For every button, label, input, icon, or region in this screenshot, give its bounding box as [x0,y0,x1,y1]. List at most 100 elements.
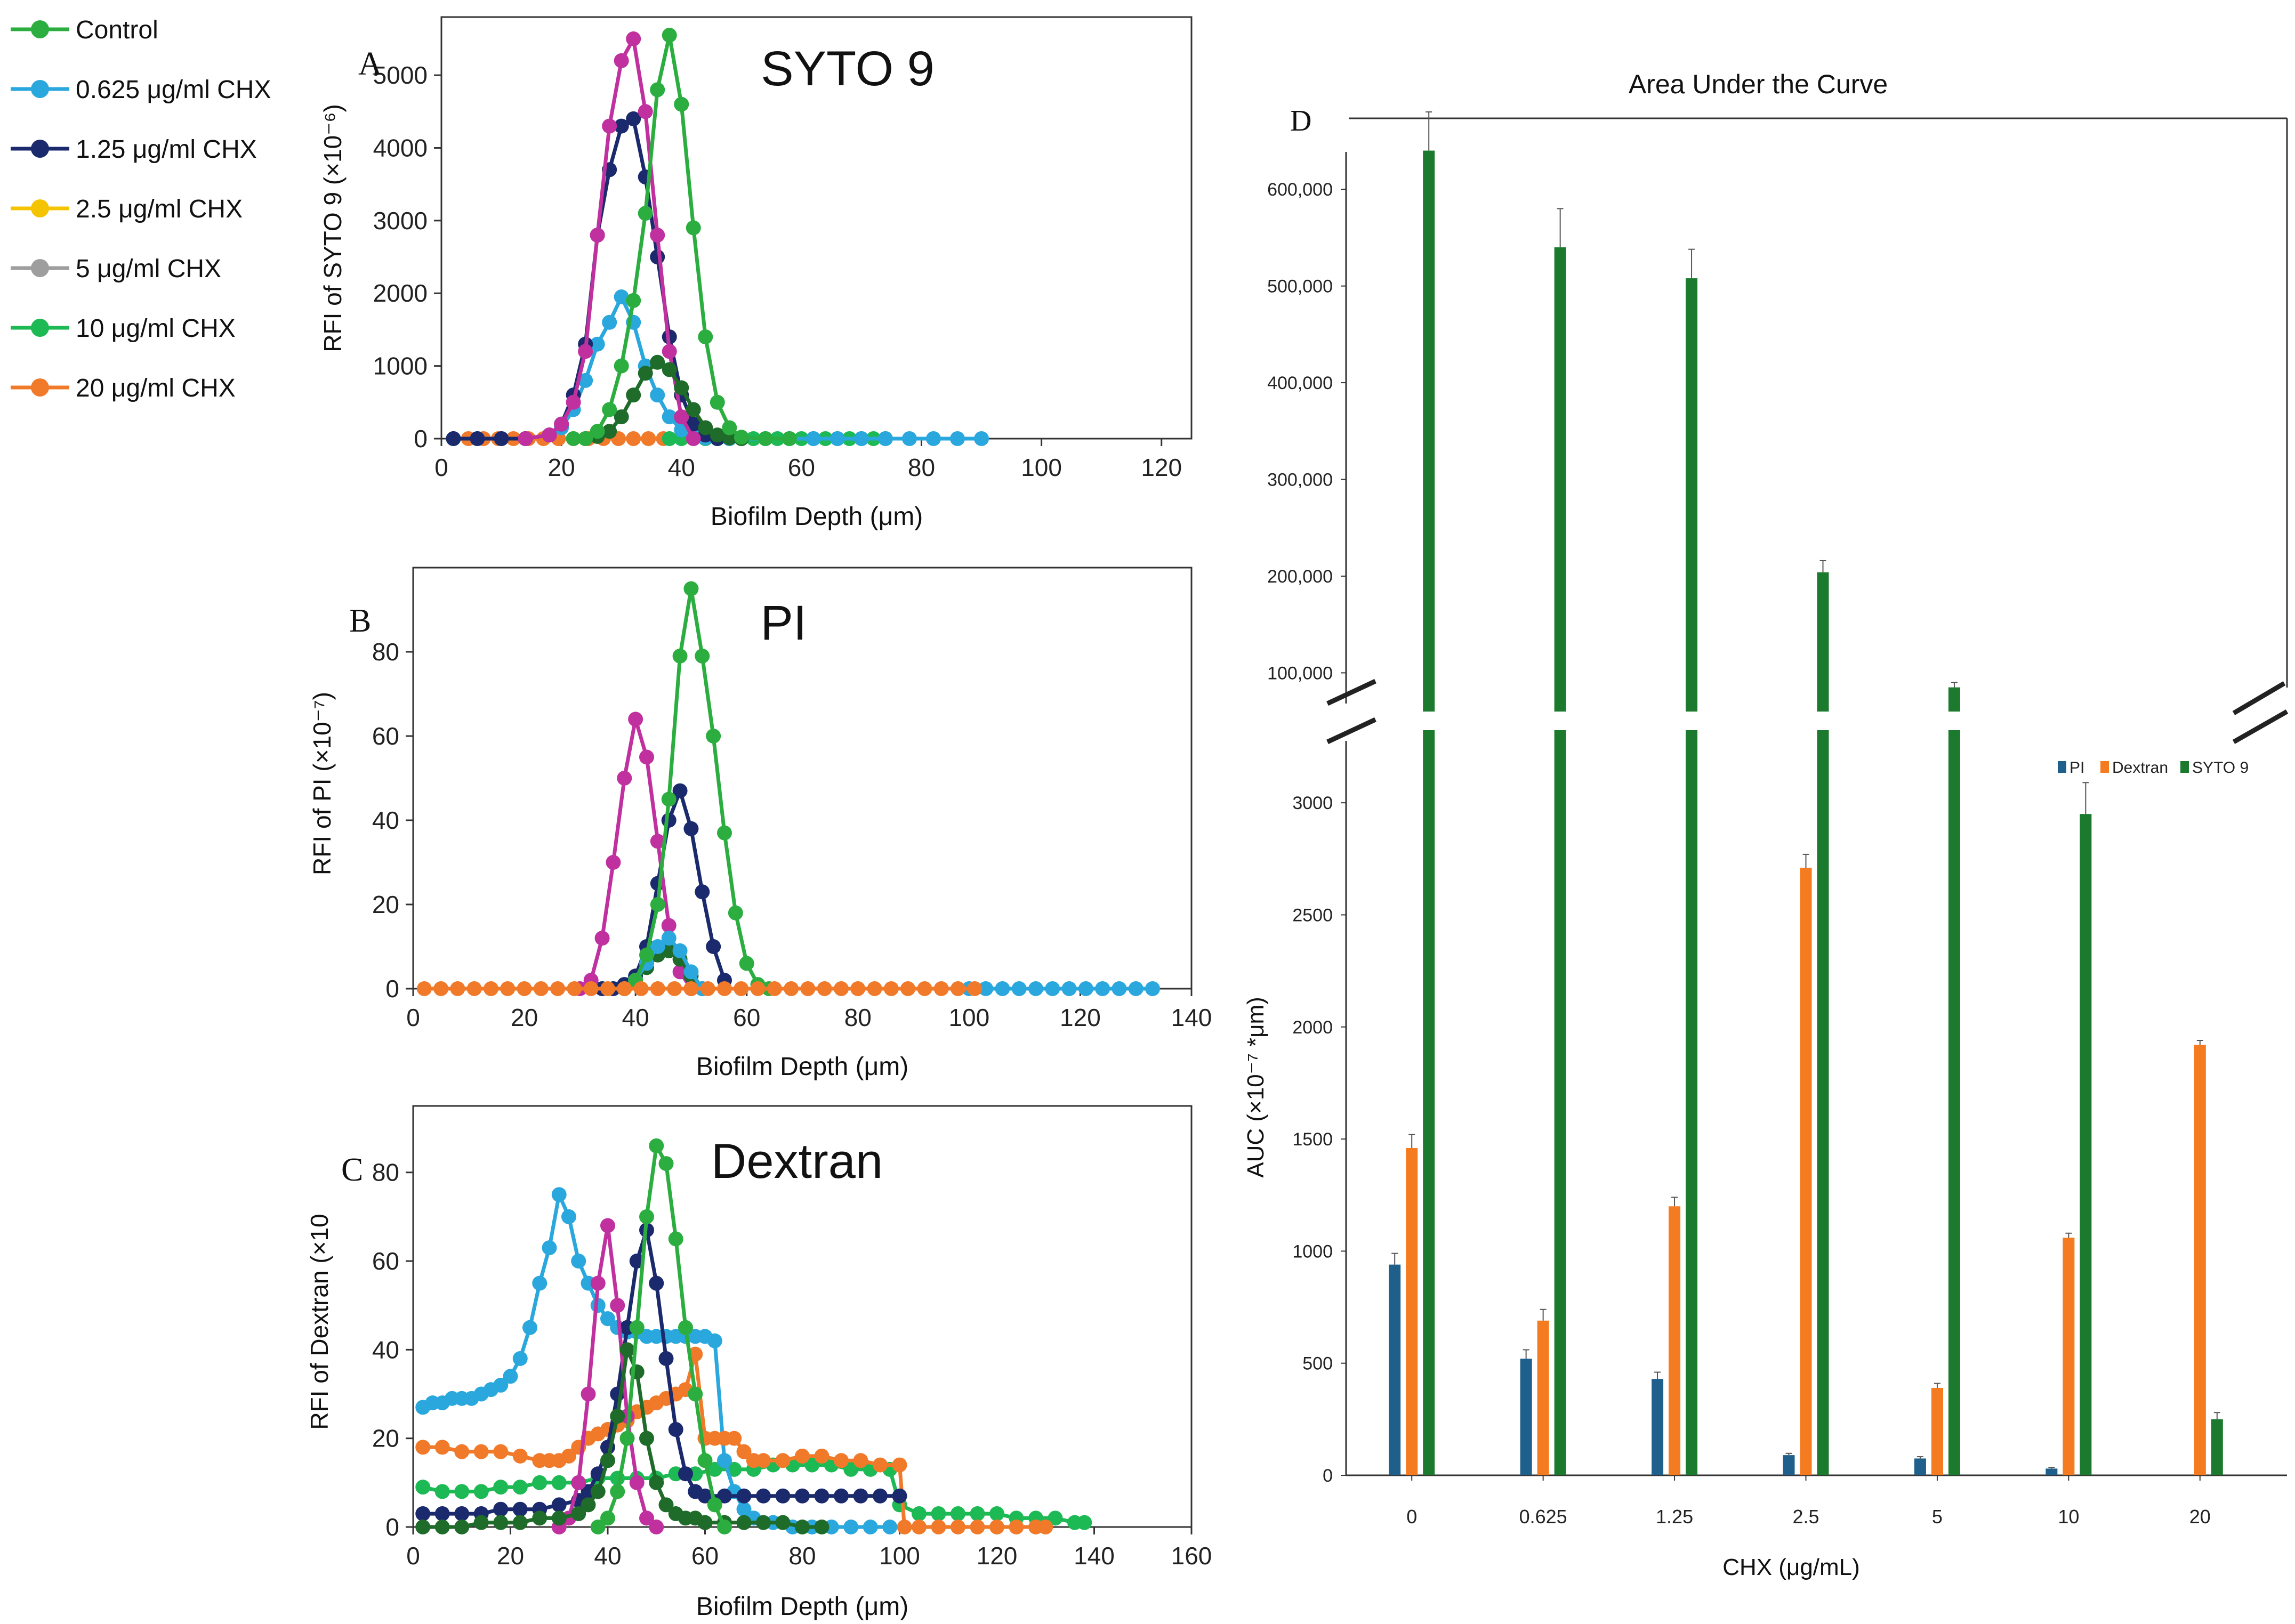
data-point [967,981,983,996]
x-axis-label: CHX (μg/mL) [1722,1554,1860,1580]
data-point [672,943,688,958]
data-point [614,409,629,425]
data-point [606,855,621,870]
x-tick-label: 140 [1171,1004,1212,1031]
data-point [736,1444,752,1459]
bar-upper-segment [1948,687,1960,712]
data-point [668,1231,683,1247]
data-point [674,96,689,112]
data-point [484,981,498,996]
data-point [639,1510,654,1526]
data-point [707,1333,722,1348]
data-point [566,394,581,410]
data-point [466,981,482,996]
data-point [834,1453,849,1468]
data-point [706,939,721,954]
legend-label: 0.625 μg/ml CHX [76,76,271,104]
data-point [683,964,699,980]
y-tick-label: 2500 [1292,905,1333,925]
legend: Control 0.625 μg/ml CHX 1.25 μg/ml CHX 2.5 … [11,16,271,402]
y-tick-label: 2000 [1292,1017,1333,1038]
data-point [619,1342,635,1358]
data-point [1011,981,1027,996]
data-point [784,981,799,996]
data-point [970,1506,985,1522]
data-point [594,931,610,946]
bar-group [1406,1134,1418,1475]
data-point [473,1515,489,1530]
bar [2194,1045,2206,1475]
data-point [614,118,629,134]
data-point [610,1409,625,1424]
bar-group [1931,1383,1943,1475]
series-line [518,31,701,446]
data-point [633,981,649,996]
data-point [873,1457,888,1473]
data-point [662,344,677,359]
data-point [503,1369,518,1384]
y-tick-label: 100,000 [1267,663,1333,683]
data-point [542,427,557,443]
data-point [600,1311,615,1327]
bar-upper-segment [1554,247,1566,712]
data-point [512,1480,528,1495]
bar [1520,1359,1532,1475]
x-tick-label: 0.625 [1519,1506,1567,1528]
data-point [806,431,821,446]
data-point [917,981,932,996]
x-tick-label: 20 [2189,1506,2211,1528]
legend-swatch [2180,761,2189,773]
data-point [795,1520,810,1534]
data-point [650,228,665,243]
legend-marker [31,199,49,217]
data-point [415,1440,431,1455]
data-point [571,1475,586,1490]
data-point [1112,981,1127,996]
bar-upper-segment [1423,150,1435,712]
bar-group [2046,1467,2058,1475]
data-point [600,1453,615,1468]
bar [1783,1455,1795,1475]
data-point [512,1351,528,1366]
data-point [897,1520,912,1534]
data-point [814,1520,830,1534]
data-point [590,336,605,352]
x-tick-label: 60 [788,454,815,481]
y-tick-label: 80 [372,1159,399,1186]
data-point [974,431,989,446]
x-tick-label: 80 [844,1004,872,1031]
data-point [551,1475,567,1490]
data-point [775,1488,791,1504]
chart-panel-c: 0 20 40 60 80 100 120 140 160 0 20 40 60 80 Dextran C Bi… [305,1105,1212,1621]
data-point [454,1484,470,1499]
series-line [416,981,983,996]
data-point [834,981,849,996]
data-point [454,1506,470,1522]
data-point [638,206,653,221]
data-point [512,1515,528,1530]
data-point [727,1461,742,1477]
series-line [566,28,797,446]
data-point [756,1515,771,1530]
data-point [518,431,533,446]
data-point [843,1520,859,1534]
data-point [566,431,581,446]
data-point [578,373,593,388]
series-line [415,1187,898,1534]
data-point [434,1440,450,1455]
bar-group [1669,1197,1681,1475]
data-point [853,431,869,446]
data-point [970,1520,985,1534]
data-point [674,380,689,395]
bar [1423,730,1435,1475]
data-point [686,402,701,417]
bar [1406,1148,1418,1475]
data-point [661,791,677,807]
data-point [756,1453,771,1468]
y-tick-label: 600,000 [1267,180,1333,200]
data-point [626,293,641,308]
data-point [578,344,593,359]
legend-marker [31,378,49,397]
data-point [512,1448,528,1464]
data-point [415,1506,431,1522]
